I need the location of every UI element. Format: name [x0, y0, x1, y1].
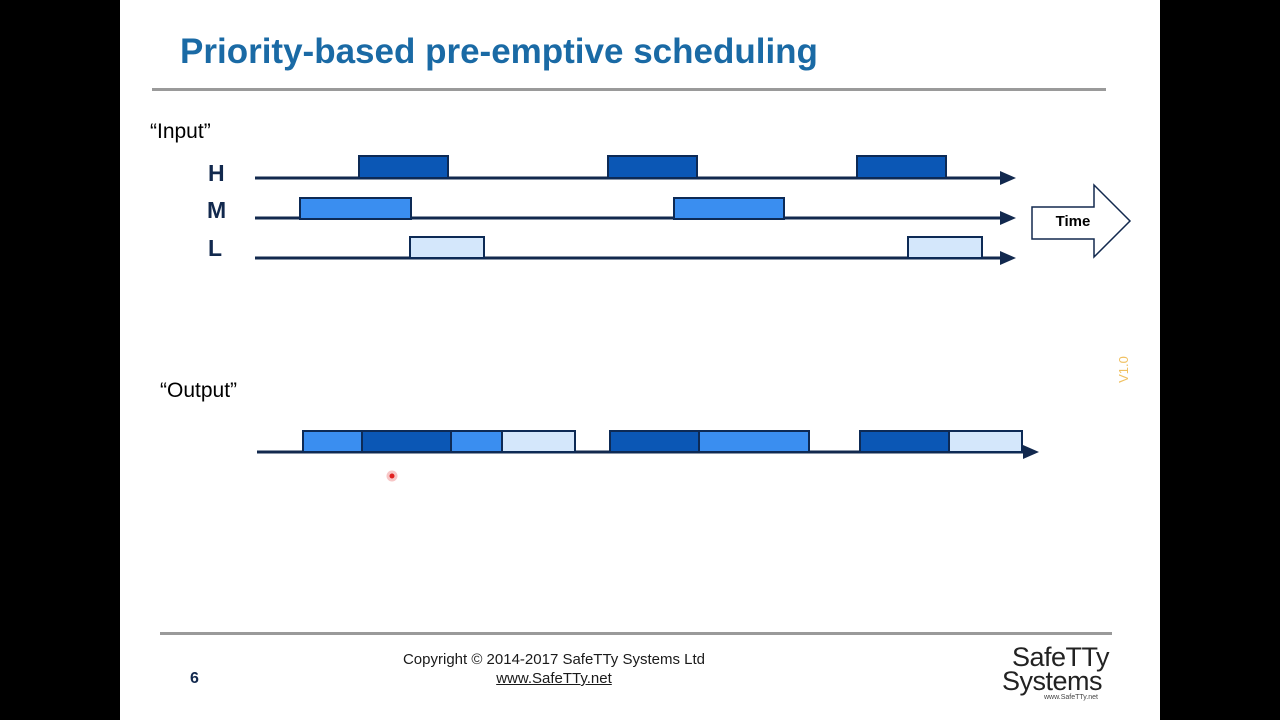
page-number: 6 [190, 670, 199, 687]
pointer-dot-center [389, 473, 395, 479]
title-divider [152, 88, 1106, 91]
priority-m-label: M [207, 197, 227, 223]
output-h-segment [609, 430, 700, 453]
output-m-segment [698, 430, 810, 453]
output-label: “Output” [160, 379, 238, 402]
m-task-block [299, 197, 412, 220]
footer-divider [160, 632, 1112, 635]
h-task-block [607, 155, 698, 179]
time-arrow [1031, 183, 1132, 259]
slide-title: Priority-based pre-emptive scheduling [180, 32, 818, 71]
scheduling-diagram: Time [255, 155, 1132, 482]
website-link[interactable]: www.SafeTTy.net [496, 670, 612, 687]
logo-url: www.SafeTTy.net [1044, 694, 1098, 701]
h-timeline-arrowhead [1000, 171, 1016, 185]
l-task-block [409, 236, 485, 259]
slide: Priority-based pre-emptive scheduling “I… [120, 0, 1160, 720]
copyright-text: Copyright © 2014-2017 SafeTTy Systems Lt… [402, 651, 706, 668]
l-timeline-arrowhead [1000, 251, 1016, 265]
safetty-logo: SafeTTy Systems www.SafeTTy.net [1000, 640, 1112, 702]
time-arrow-label: Time [1056, 213, 1091, 230]
output-h-segment [361, 430, 452, 453]
output-l-segment [948, 430, 1023, 453]
m-task-block [673, 197, 785, 220]
version-label: V1.0 [1115, 356, 1131, 383]
l-task-block [907, 236, 983, 259]
logo-line2: Systems [1002, 666, 1103, 696]
m-timeline-arrowhead [1000, 211, 1016, 225]
output-timeline-arrowhead [1023, 445, 1039, 459]
priority-l-label: L [208, 235, 223, 261]
priority-h-label: H [208, 160, 225, 186]
h-task-block [856, 155, 947, 179]
output-h-segment [859, 430, 950, 453]
input-label: “Input” [150, 120, 211, 143]
output-m-segment [302, 430, 363, 453]
output-l-segment [501, 430, 576, 453]
output-m-segment [450, 430, 503, 453]
logo-line1: SafeTTy [1012, 642, 1110, 672]
footer: Copyright © 2014-2017 SafeTTy Systems Lt… [350, 650, 758, 688]
h-task-block [358, 155, 449, 179]
